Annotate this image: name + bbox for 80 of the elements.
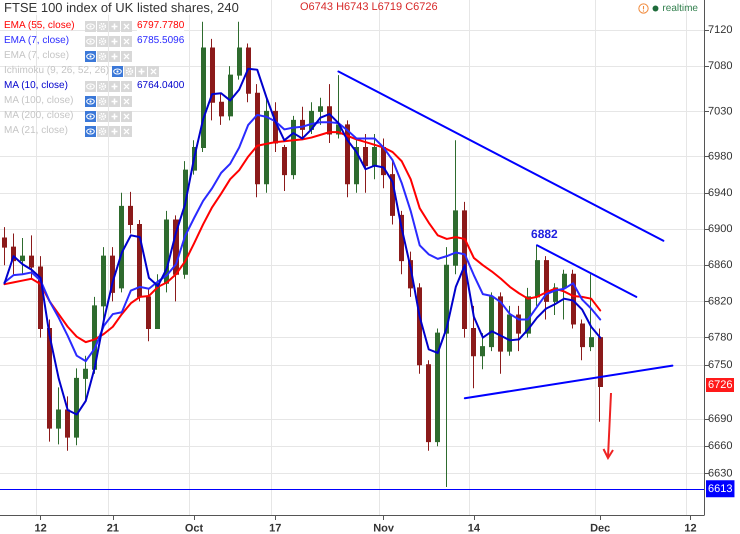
annotation: 6785.5096 bbox=[137, 34, 184, 48]
candlestick bbox=[471, 305, 476, 389]
annotation: realtime bbox=[662, 3, 698, 14]
text: EMA (7, close) bbox=[4, 34, 70, 48]
candlestick bbox=[255, 84, 260, 198]
y-tick-label: 6980 bbox=[708, 150, 732, 163]
y-tick-label: 6660 bbox=[708, 440, 732, 452]
candlestick bbox=[74, 368, 79, 446]
x-tick-label: 17 bbox=[269, 522, 282, 534]
chart-title: FTSE 100 index of UK listed shares, 240 bbox=[4, 0, 239, 15]
candlestick bbox=[29, 234, 34, 280]
y-tick-label: 6690 bbox=[708, 413, 732, 426]
candlestick bbox=[101, 246, 106, 320]
candlestick bbox=[363, 133, 368, 194]
candlestick bbox=[228, 66, 233, 121]
candlestick bbox=[2, 226, 7, 266]
candlestick bbox=[282, 144, 287, 192]
y-tick-label: 6630 bbox=[708, 467, 732, 480]
y-tick-label: 7120 bbox=[708, 24, 732, 36]
candlestick bbox=[589, 274, 594, 352]
candlestick bbox=[56, 386, 61, 445]
candlestick bbox=[237, 21, 242, 80]
x-tick-label: 21 bbox=[106, 522, 119, 534]
line-series bbox=[4, 68, 602, 416]
text: EMA (55, close) bbox=[4, 19, 76, 33]
candlestick bbox=[507, 305, 512, 356]
candlestick bbox=[535, 244, 540, 306]
y-tick-label: 6860 bbox=[708, 259, 732, 272]
x-tick-label: Oct bbox=[184, 522, 204, 534]
candlestick bbox=[453, 140, 458, 275]
annotation: 6797.7780 bbox=[137, 19, 184, 33]
x-tick-label: Nov bbox=[373, 522, 395, 534]
annotation: 6726 bbox=[706, 378, 734, 392]
candlestick bbox=[544, 256, 549, 320]
candlestick bbox=[210, 38, 215, 121]
candlestick bbox=[47, 319, 52, 442]
candlestick bbox=[516, 305, 521, 352]
y-tick-label: 6940 bbox=[708, 186, 732, 199]
candlestick bbox=[480, 332, 485, 370]
candlestick bbox=[201, 21, 206, 153]
candlestick bbox=[119, 192, 124, 293]
candlestick bbox=[562, 269, 567, 320]
ref-line-label: 6613 bbox=[708, 482, 732, 495]
x-tick-label: 14 bbox=[468, 522, 481, 534]
candlestick bbox=[426, 360, 431, 452]
candlestick bbox=[598, 328, 603, 422]
annotation: 6764.0400 bbox=[137, 79, 184, 93]
candlestick bbox=[444, 246, 449, 488]
candlestick bbox=[435, 328, 440, 447]
candlestick bbox=[219, 92, 224, 126]
candlestick bbox=[83, 355, 88, 402]
x-tick-label: 12 bbox=[684, 522, 697, 534]
y-tick-label: 6780 bbox=[708, 332, 732, 344]
annotation: MA (100, close) bbox=[4, 94, 74, 108]
candlestick bbox=[580, 319, 585, 361]
y-tick-label: 6820 bbox=[708, 295, 732, 308]
x-tick-label: Dec bbox=[590, 522, 610, 534]
y-tick-label: 7080 bbox=[708, 60, 732, 72]
candlestick bbox=[498, 292, 503, 374]
candlestick bbox=[65, 396, 70, 452]
annotation: MA (21, close) bbox=[4, 124, 69, 138]
x-tick-label: 12 bbox=[34, 522, 47, 534]
candlestick bbox=[318, 97, 323, 126]
annotation: EMA (7, close) bbox=[4, 49, 70, 63]
candlestick bbox=[246, 42, 251, 103]
text: MA (10, close) bbox=[4, 79, 69, 93]
annotation: O6743 H6743 L6719 C6726 bbox=[300, 1, 438, 13]
annotation: Ichimoku (9, 26, 52, 26) bbox=[4, 64, 110, 78]
y-tick-label: 7030 bbox=[708, 105, 732, 118]
candlestick bbox=[20, 238, 25, 275]
y-tick-label: 6750 bbox=[708, 358, 732, 371]
candlestick bbox=[146, 287, 151, 342]
candlestick bbox=[128, 191, 133, 234]
candlestick bbox=[489, 292, 494, 352]
y-tick-label: 6900 bbox=[708, 222, 732, 235]
annotation: 6882 bbox=[531, 227, 558, 242]
annotation: MA (200, close) bbox=[4, 109, 74, 123]
candlestick bbox=[354, 138, 359, 194]
candlestick bbox=[264, 97, 269, 194]
candlestick bbox=[372, 133, 377, 180]
